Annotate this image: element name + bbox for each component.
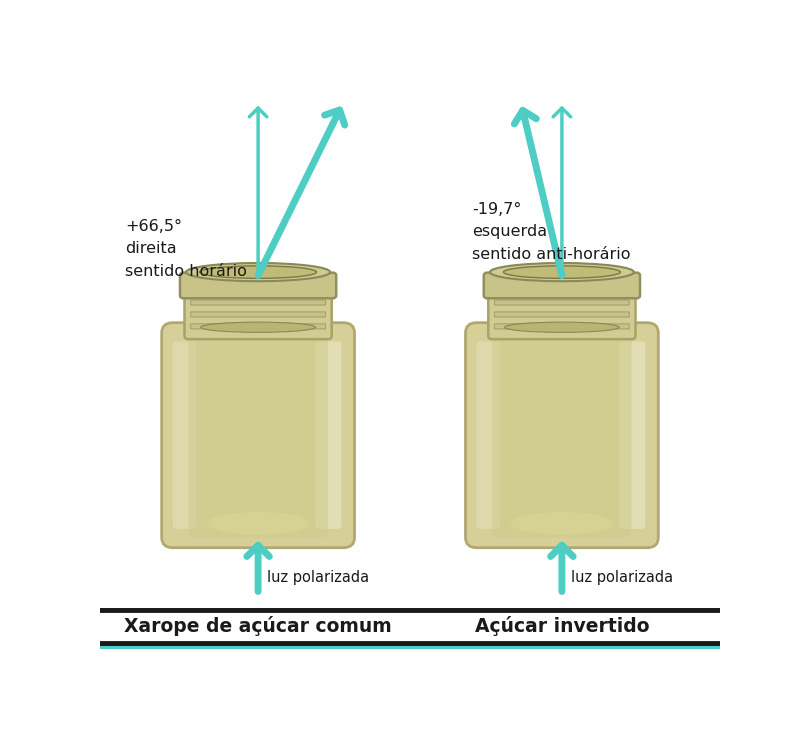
Text: luz polarizada: luz polarizada (267, 570, 370, 584)
FancyBboxPatch shape (185, 284, 332, 339)
FancyBboxPatch shape (0, 610, 800, 643)
FancyBboxPatch shape (180, 272, 336, 298)
FancyBboxPatch shape (190, 300, 326, 305)
Ellipse shape (199, 266, 317, 278)
FancyBboxPatch shape (190, 324, 326, 329)
FancyBboxPatch shape (188, 333, 328, 537)
FancyBboxPatch shape (190, 312, 326, 317)
Text: luz polarizada: luz polarizada (571, 570, 674, 584)
FancyBboxPatch shape (466, 323, 658, 548)
FancyBboxPatch shape (0, 616, 800, 649)
FancyBboxPatch shape (494, 312, 630, 317)
Ellipse shape (201, 322, 315, 332)
FancyBboxPatch shape (492, 333, 632, 537)
Text: Xarope de açúcar comum: Xarope de açúcar comum (124, 616, 392, 636)
FancyBboxPatch shape (494, 300, 630, 305)
FancyBboxPatch shape (619, 342, 646, 529)
Ellipse shape (505, 322, 619, 332)
Text: Açúcar invertido: Açúcar invertido (474, 616, 649, 636)
Ellipse shape (490, 263, 634, 281)
FancyBboxPatch shape (477, 342, 500, 529)
FancyBboxPatch shape (0, 610, 800, 643)
FancyBboxPatch shape (0, 616, 800, 649)
FancyBboxPatch shape (484, 272, 640, 298)
FancyBboxPatch shape (488, 284, 635, 339)
Text: +66,5°
direita
sentido horário: +66,5° direita sentido horário (125, 219, 246, 279)
FancyBboxPatch shape (162, 323, 354, 548)
Ellipse shape (510, 512, 613, 534)
Text: -19,7°
esquerda
sentido anti-horário: -19,7° esquerda sentido anti-horário (472, 202, 630, 261)
Ellipse shape (503, 266, 621, 278)
Ellipse shape (186, 263, 330, 281)
FancyBboxPatch shape (173, 342, 197, 529)
Ellipse shape (207, 512, 310, 534)
FancyBboxPatch shape (494, 324, 630, 329)
FancyBboxPatch shape (315, 342, 342, 529)
